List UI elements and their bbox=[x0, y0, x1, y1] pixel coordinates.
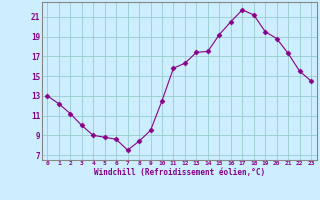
X-axis label: Windchill (Refroidissement éolien,°C): Windchill (Refroidissement éolien,°C) bbox=[94, 168, 265, 177]
